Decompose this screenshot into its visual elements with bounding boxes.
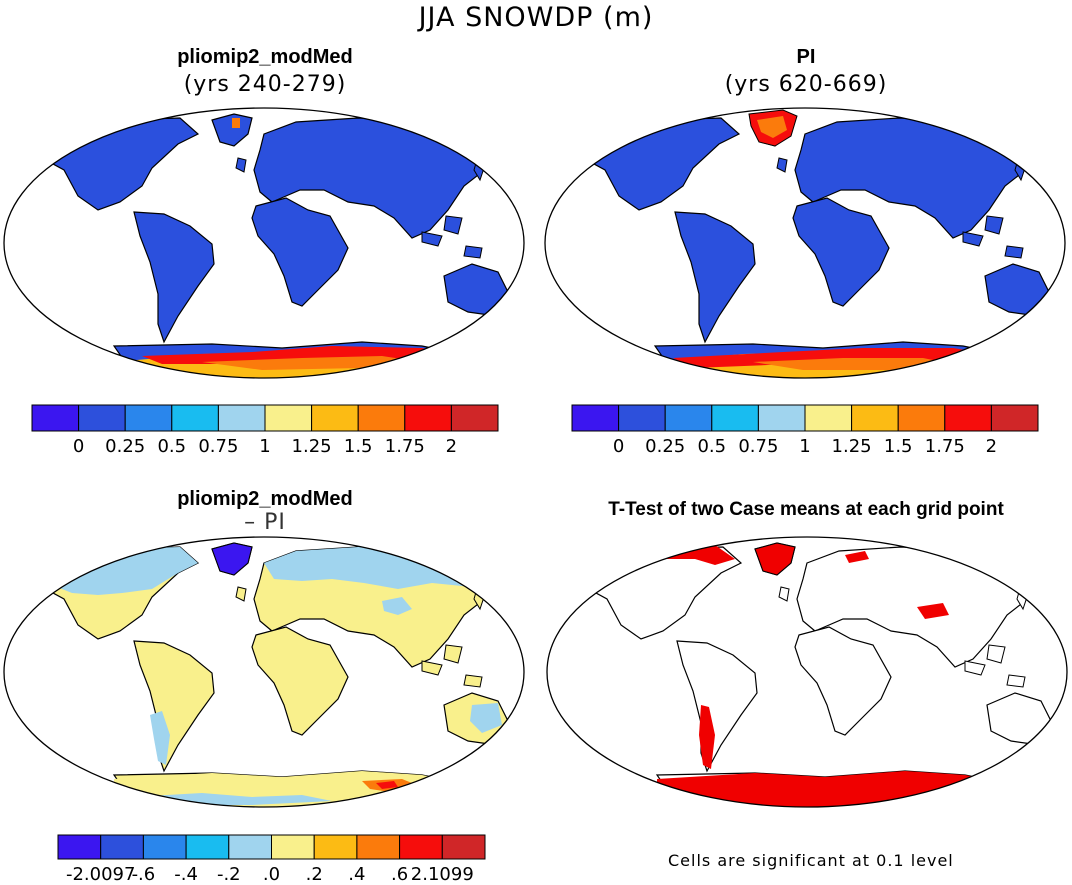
panel-1-title: pliomip2_modMed — [177, 46, 353, 68]
colorbar-tick-label: -2.0097 — [66, 864, 135, 885]
colorbar-swatch — [271, 834, 315, 860]
colorbar-tick-label: 0.75 — [738, 436, 778, 457]
colorbar-swatch — [990, 404, 1039, 432]
map-panel-4 — [546, 536, 1068, 808]
colorbar-panel-1: 0 0.25 0.5 0.75 1 1.25 1.5 1.75 2 — [31, 404, 499, 457]
colorbar-swatch — [57, 834, 102, 860]
colorbar-tick-label: .2 — [306, 864, 323, 885]
antarctic-strong-warming — [376, 781, 398, 789]
colorbar-tick-label: 1 — [799, 436, 810, 457]
greenland-snow-core — [757, 116, 787, 138]
panel-1-subtitle: (yrs 240-279) — [183, 72, 347, 97]
sig-europe — [845, 551, 869, 563]
colorbar-swatch — [31, 404, 80, 432]
colorbar-tick-label: .0 — [263, 864, 280, 885]
colorbar-swatch — [313, 834, 358, 860]
map-frame — [546, 536, 1068, 808]
colorbar-tick-label: 0.5 — [697, 436, 726, 457]
colorbar-tick-label: .4 — [348, 864, 365, 885]
colorbar-swatch — [78, 404, 126, 432]
colorbar-swatch — [450, 404, 499, 432]
colorbar-panel-2: 0 0.25 0.5 0.75 1 1.25 1.5 1.75 2 — [571, 404, 1039, 457]
colorbar-swatch — [100, 834, 144, 860]
colorbar-swatch — [804, 404, 853, 432]
panel-2-title: PI — [796, 46, 816, 68]
antarctic-warming-2 — [422, 785, 452, 793]
map-panel-3 — [3, 536, 525, 808]
colorbar-tick-label: 2.1099 — [411, 864, 474, 885]
colorbar-panel-3: -2.0097-.6 -.4 -.2 .0 .2 .4 .6 2.1099 — [57, 834, 486, 885]
colorbar-swatch — [851, 404, 899, 432]
colorbar-tick-label: 1.5 — [344, 436, 373, 457]
colorbar-tick-label: 1.75 — [385, 436, 425, 457]
south-america-cooling — [150, 711, 170, 765]
colorbar-tick-label: 0.5 — [157, 436, 186, 457]
colorbar-tick-label: 0.25 — [105, 436, 145, 457]
colorbar-swatch — [711, 404, 759, 432]
colorbar-tick-label: -.6 — [132, 864, 156, 885]
greenland-loss — [211, 542, 253, 576]
australia-cooling — [470, 703, 502, 733]
colorbar-tick-label: -.2 — [217, 864, 241, 885]
colorbar-swatch — [944, 404, 992, 432]
colorbar-swatch — [356, 834, 401, 860]
sig-andes — [699, 705, 715, 769]
map-frame — [3, 107, 525, 379]
antarctic-base — [114, 771, 472, 807]
colorbar-tick-label: 2 — [446, 436, 457, 457]
greenland-snow — [232, 118, 240, 128]
colorbar-tick-label: 1.5 — [884, 436, 913, 457]
colorbar-swatch — [404, 404, 452, 432]
panel-3-subtitle: – PI — [244, 510, 286, 535]
colorbar-swatch — [171, 404, 219, 432]
colorbar-tick-label: .6 — [391, 864, 408, 885]
colorbar-swatch — [664, 404, 713, 432]
colorbar-tick-label: 0 — [613, 436, 624, 457]
colorbar-tick-label: 1.25 — [832, 436, 872, 457]
significance-footnote: Cells are significant at 0.1 level — [668, 851, 954, 870]
colorbar-tick-label: -.4 — [174, 864, 198, 885]
panel-3-title: pliomip2_modMed — [177, 488, 353, 510]
colorbar-swatch — [571, 404, 620, 432]
antarctic-snow-orange — [753, 358, 953, 370]
map-frame — [544, 107, 1066, 379]
sig-greenland — [754, 542, 796, 576]
map-panel-1 — [3, 107, 525, 379]
colorbar-swatch — [757, 404, 806, 432]
colorbar-swatch — [264, 404, 313, 432]
colorbar-swatch — [399, 834, 443, 860]
colorbar-tick-label: 2 — [986, 436, 997, 457]
colorbar-swatch — [228, 834, 273, 860]
north-america-cooling — [32, 547, 198, 595]
colorbar-swatch — [311, 404, 359, 432]
colorbar-tick-label: 1 — [259, 436, 270, 457]
sig-alaska — [581, 571, 601, 583]
tibet-cooling — [382, 597, 412, 615]
colorbar-swatch — [124, 404, 173, 432]
colorbar-tick-label: 1.25 — [292, 436, 332, 457]
sig-tibet — [917, 603, 949, 619]
colorbar-tick-label: 1.75 — [925, 436, 965, 457]
sig-antarctica — [657, 771, 1015, 807]
colorbar-swatch — [897, 404, 946, 432]
figure-title: JJA SNOWDP (m) — [418, 2, 654, 33]
colorbar-swatch — [357, 404, 406, 432]
colorbar-swatch — [142, 834, 187, 860]
panel-4-title: T-Test of two Case means at each grid po… — [608, 499, 1004, 520]
map-panel-2 — [544, 107, 1066, 379]
panel-2-subtitle: (yrs 620-669) — [724, 72, 888, 97]
colorbar-swatch — [441, 834, 486, 860]
colorbar-swatch — [217, 404, 266, 432]
colorbar-tick-label: 0 — [73, 436, 84, 457]
antarctic-snow-deep — [673, 348, 1003, 368]
colorbar-tick-label: 0.75 — [198, 436, 238, 457]
colorbar-swatch — [618, 404, 666, 432]
map-frame — [3, 536, 525, 808]
colorbar-swatch — [185, 834, 230, 860]
colorbar-tick-label: 0.25 — [645, 436, 685, 457]
